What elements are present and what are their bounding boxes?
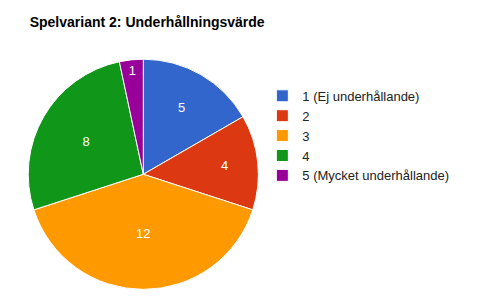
svg-text:8: 8	[83, 134, 90, 149]
svg-text:4: 4	[221, 158, 228, 173]
svg-text:3: 3	[302, 129, 309, 144]
svg-text:1: 1	[129, 63, 136, 78]
svg-text:Spelvariant 2: Underhållningsv: Spelvariant 2: Underhållningsvärde	[30, 14, 265, 30]
svg-text:5 (Mycket underhållande): 5 (Mycket underhållande)	[302, 168, 449, 183]
svg-text:1 (Ej underhållande): 1 (Ej underhållande)	[302, 89, 419, 104]
svg-text:2: 2	[302, 109, 309, 124]
svg-text:12: 12	[136, 226, 150, 241]
svg-text:5: 5	[178, 100, 185, 115]
svg-text:4: 4	[302, 149, 309, 164]
